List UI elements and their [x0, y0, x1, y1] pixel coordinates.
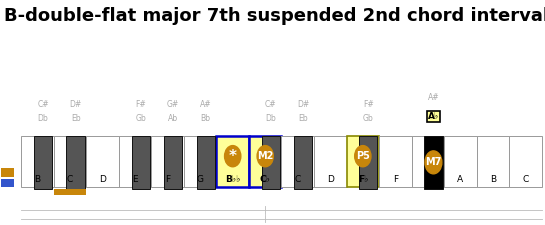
Ellipse shape	[425, 151, 442, 174]
Text: M7: M7	[425, 157, 441, 167]
Ellipse shape	[355, 146, 371, 167]
Text: basicmusictheory.com: basicmusictheory.com	[5, 82, 10, 143]
Text: P5: P5	[356, 151, 370, 161]
Text: G: G	[197, 175, 204, 184]
Text: A#: A#	[200, 99, 211, 108]
Text: B: B	[490, 175, 496, 184]
Text: D: D	[327, 175, 334, 184]
Bar	[425, 136, 443, 189]
Bar	[119, 136, 152, 187]
Bar	[477, 136, 509, 187]
Text: C: C	[67, 175, 73, 184]
Bar	[347, 136, 379, 187]
Bar	[1, 168, 14, 177]
Bar	[164, 136, 182, 189]
Bar	[379, 136, 411, 187]
Text: Eb: Eb	[299, 114, 308, 123]
Bar	[294, 136, 312, 189]
Bar	[359, 136, 378, 189]
Bar	[34, 136, 52, 189]
Text: D: D	[99, 175, 106, 184]
Text: Bb: Bb	[201, 114, 211, 123]
Bar	[66, 136, 84, 189]
Text: C#: C#	[265, 99, 276, 108]
Text: Ab: Ab	[168, 114, 178, 123]
Ellipse shape	[257, 146, 274, 167]
Text: F: F	[393, 175, 398, 184]
Bar	[54, 189, 86, 195]
Text: *: *	[229, 149, 237, 164]
Text: E: E	[132, 175, 138, 184]
Bar	[197, 136, 215, 189]
Bar	[1, 179, 14, 187]
Bar	[444, 136, 477, 187]
Bar	[411, 136, 444, 187]
Text: A♭: A♭	[428, 112, 439, 121]
Text: C♭: C♭	[260, 175, 271, 184]
Text: F♭: F♭	[358, 175, 368, 184]
Text: A#: A#	[428, 93, 439, 102]
Text: Gb: Gb	[363, 114, 374, 123]
Bar	[262, 136, 280, 189]
Bar	[184, 136, 216, 187]
Text: F: F	[165, 175, 170, 184]
Text: C: C	[522, 175, 529, 184]
Text: Eb: Eb	[71, 114, 80, 123]
Text: F#: F#	[135, 99, 146, 108]
Bar	[314, 136, 347, 187]
Bar	[131, 136, 150, 189]
Text: Db: Db	[38, 114, 49, 123]
Text: D#: D#	[297, 99, 310, 108]
Text: A: A	[457, 175, 463, 184]
Text: C: C	[295, 175, 301, 184]
Bar	[216, 136, 249, 187]
Text: M2: M2	[257, 151, 274, 161]
Bar	[509, 136, 542, 187]
Bar	[21, 136, 54, 187]
Bar	[152, 136, 184, 187]
Bar	[281, 136, 314, 187]
Text: B♭♭: B♭♭	[225, 175, 240, 184]
Text: B: B	[34, 175, 40, 184]
Text: B-double-flat major 7th suspended 2nd chord intervals: B-double-flat major 7th suspended 2nd ch…	[4, 7, 545, 25]
Text: D#: D#	[69, 99, 82, 108]
Text: F#: F#	[363, 99, 374, 108]
Text: G: G	[425, 175, 432, 184]
Bar	[86, 136, 119, 187]
Bar	[249, 136, 281, 187]
Ellipse shape	[225, 146, 241, 167]
Text: C#: C#	[37, 99, 49, 108]
Text: Db: Db	[265, 114, 276, 123]
Bar	[54, 136, 86, 187]
Text: Gb: Gb	[135, 114, 146, 123]
Text: G#: G#	[167, 99, 179, 108]
